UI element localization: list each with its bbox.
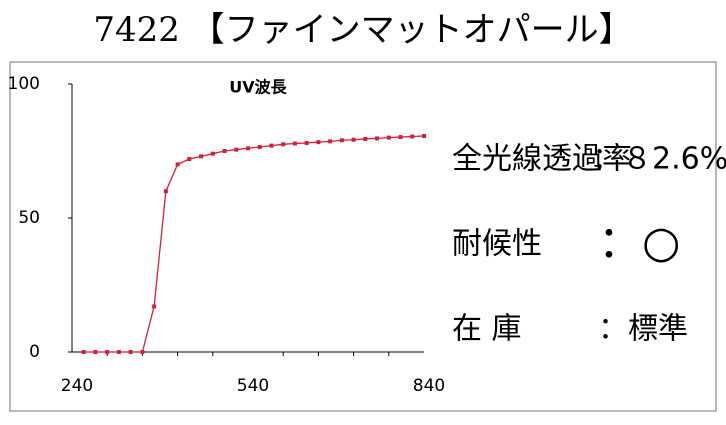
spec-value: ：○ bbox=[598, 217, 680, 268]
data-point bbox=[152, 304, 157, 309]
data-point bbox=[163, 189, 168, 194]
data-point bbox=[81, 350, 86, 354]
data-point bbox=[292, 141, 297, 146]
spec-value: ：８2.6% bbox=[592, 142, 726, 177]
data-point bbox=[93, 350, 98, 354]
spec-label: 全光線透過率 bbox=[452, 142, 632, 177]
data-point bbox=[269, 143, 274, 148]
data-point bbox=[128, 350, 133, 354]
data-point bbox=[316, 140, 321, 145]
card-border bbox=[9, 61, 717, 412]
x-tick-label: 840 bbox=[413, 376, 445, 396]
data-point bbox=[234, 147, 239, 152]
data-line bbox=[83, 135, 425, 353]
data-point bbox=[304, 140, 309, 145]
x-tick-label: 540 bbox=[237, 376, 269, 396]
data-point bbox=[246, 146, 250, 151]
data-point bbox=[410, 134, 415, 139]
data-point bbox=[328, 139, 333, 144]
data-point bbox=[398, 135, 403, 140]
y-tick-label: 100 bbox=[8, 74, 40, 94]
x-tick-label: 240 bbox=[61, 376, 93, 396]
data-point bbox=[422, 133, 426, 138]
data-point bbox=[375, 136, 380, 141]
data-point bbox=[339, 138, 344, 143]
data-point bbox=[386, 135, 391, 140]
data-point bbox=[363, 136, 368, 141]
data-point bbox=[210, 151, 215, 156]
chart-title: UV波長 bbox=[229, 78, 287, 97]
data-point bbox=[199, 154, 204, 159]
data-point bbox=[105, 350, 110, 354]
page-title: 7422 【ファインマットオパール】 bbox=[93, 10, 632, 50]
y-tick-label: 0 bbox=[29, 342, 40, 362]
data-point bbox=[140, 350, 145, 354]
y-tick-label: 50 bbox=[18, 208, 40, 228]
data-point bbox=[116, 350, 121, 354]
data-point bbox=[175, 162, 180, 167]
spec-value: ：標準 bbox=[598, 312, 688, 347]
spec-label: 在 庫 bbox=[452, 312, 522, 347]
data-point bbox=[351, 137, 356, 142]
spec-label: 耐候性 bbox=[452, 227, 542, 262]
data-point bbox=[187, 157, 192, 162]
data-point bbox=[281, 142, 286, 147]
data-point bbox=[257, 144, 262, 149]
data-point bbox=[222, 149, 227, 153]
